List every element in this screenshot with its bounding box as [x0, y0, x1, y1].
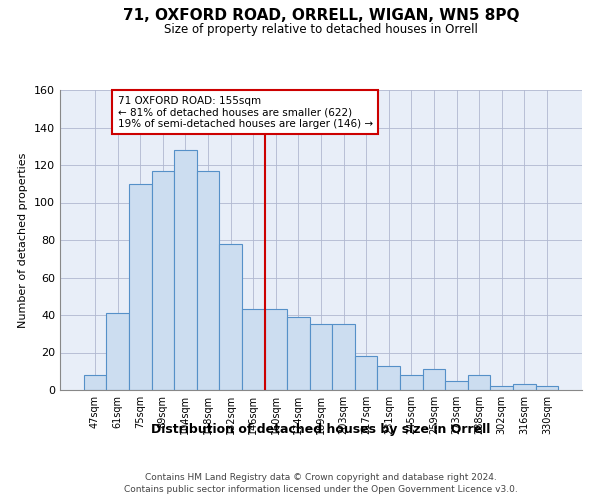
Bar [174, 150, 197, 390]
Bar [422, 370, 445, 390]
Bar [287, 317, 310, 390]
Bar [355, 356, 377, 390]
Text: Size of property relative to detached houses in Orrell: Size of property relative to detached ho… [164, 22, 478, 36]
Bar [400, 375, 422, 390]
Bar [84, 375, 106, 390]
Text: Distribution of detached houses by size in Orrell: Distribution of detached houses by size … [151, 422, 491, 436]
Bar [468, 375, 490, 390]
Y-axis label: Number of detached properties: Number of detached properties [19, 152, 28, 328]
Bar [265, 310, 287, 390]
Bar [310, 324, 332, 390]
Bar [129, 184, 152, 390]
Text: 71 OXFORD ROAD: 155sqm
← 81% of detached houses are smaller (622)
19% of semi-de: 71 OXFORD ROAD: 155sqm ← 81% of detached… [118, 96, 373, 129]
Bar [242, 310, 265, 390]
Bar [377, 366, 400, 390]
Text: Contains public sector information licensed under the Open Government Licence v3: Contains public sector information licen… [124, 485, 518, 494]
Bar [445, 380, 468, 390]
Text: Contains HM Land Registry data © Crown copyright and database right 2024.: Contains HM Land Registry data © Crown c… [145, 472, 497, 482]
Bar [490, 386, 513, 390]
Bar [152, 170, 174, 390]
Bar [106, 313, 129, 390]
Bar [513, 384, 536, 390]
Bar [197, 170, 220, 390]
Text: 71, OXFORD ROAD, ORRELL, WIGAN, WN5 8PQ: 71, OXFORD ROAD, ORRELL, WIGAN, WN5 8PQ [123, 8, 519, 22]
Bar [536, 386, 558, 390]
Bar [220, 244, 242, 390]
Bar [332, 324, 355, 390]
